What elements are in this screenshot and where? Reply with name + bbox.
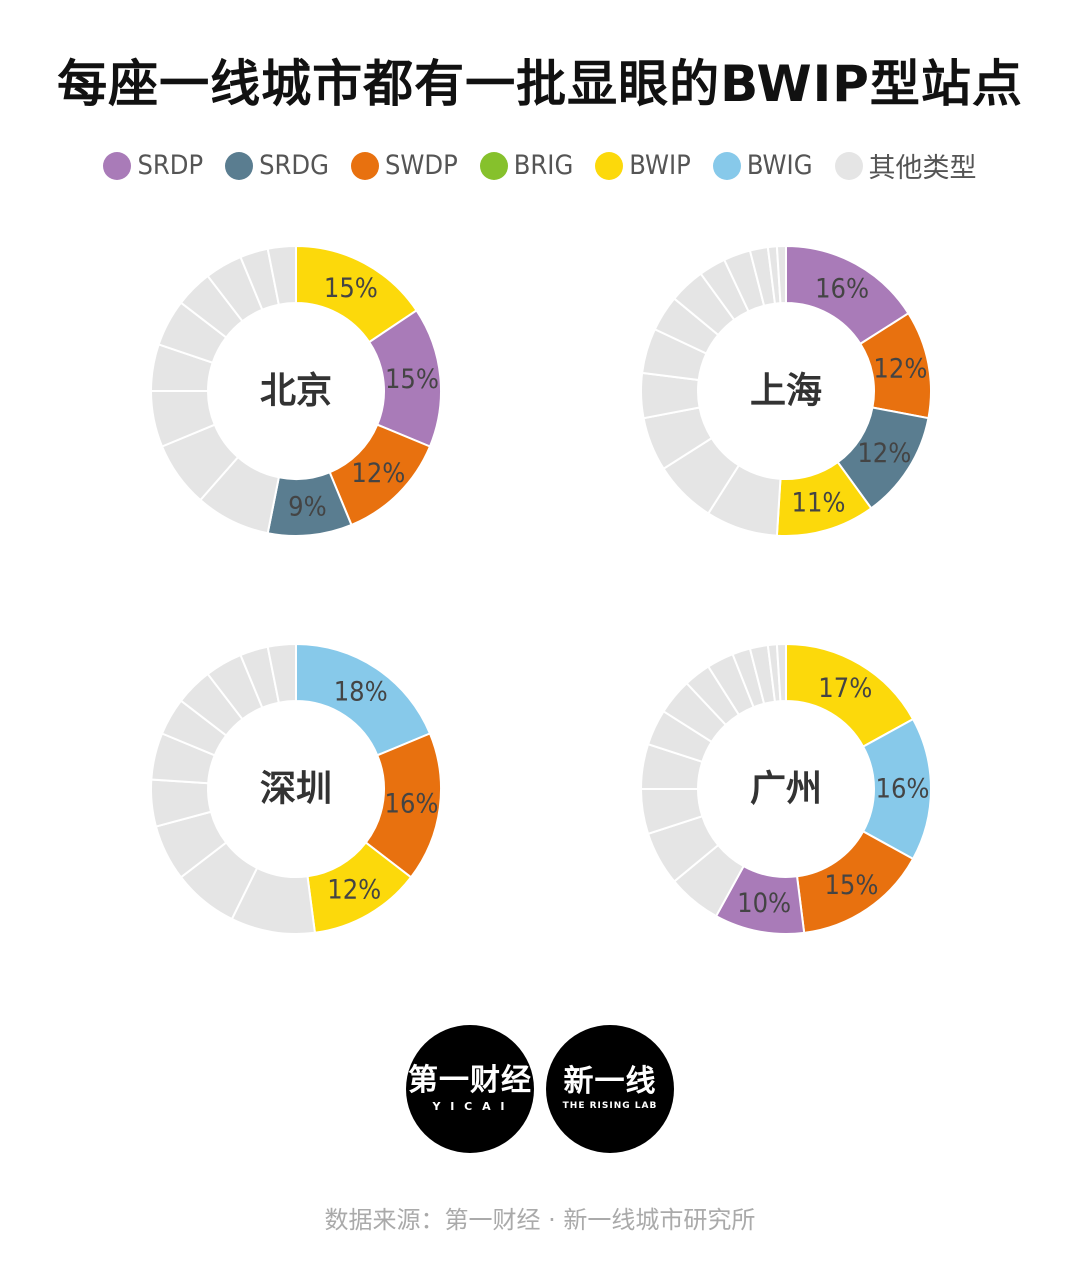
yicai-logo-subtext: Y I C A I <box>432 1099 508 1113</box>
yicai-logo: 第一财经 Y I C A I <box>406 1025 534 1153</box>
donut-slice <box>266 642 297 704</box>
city-label: 北京 <box>260 370 332 412</box>
slice-label: 12% <box>351 458 405 489</box>
legend-swatch <box>712 151 741 180</box>
risinglab-logo-subtext: THE RISING LAB <box>562 1101 658 1111</box>
legend-swatch <box>479 151 508 180</box>
city-label: 上海 <box>750 371 822 412</box>
slice-label: 17% <box>818 673 872 704</box>
risinglab-logo-text: 新一线 <box>563 1064 657 1099</box>
legend-item: BRIG <box>479 150 574 181</box>
legend-label: BRIG <box>513 150 574 181</box>
legend-swatch <box>103 151 132 180</box>
slice-label: 15% <box>324 273 378 304</box>
legend-item: SWDP <box>350 150 458 181</box>
slice-label: 12% <box>857 438 911 469</box>
slice-label: 15% <box>385 364 439 395</box>
slice-label: 12% <box>873 354 927 385</box>
slice-label: 18% <box>334 677 388 708</box>
yicai-logo-text: 第一财经 <box>408 1062 532 1098</box>
legend-item: BWIG <box>712 150 813 181</box>
legend: SRDP SRDG SWDP BRIG BWIP BWIG 其他类型 <box>0 146 1080 185</box>
legend-label: BWIP <box>629 150 691 181</box>
donut-slice <box>775 244 787 305</box>
legend-swatch <box>595 151 624 180</box>
legend-item: SRDP <box>103 150 203 181</box>
risinglab-logo: 新一线 THE RISING LAB <box>546 1025 674 1153</box>
legend-item: SRDG <box>225 150 329 181</box>
slice-label: 9% <box>288 491 327 522</box>
legend-item: BWIP <box>595 150 691 181</box>
chart-title: 每座一线城市都有一批显眼的BWIP型站点 <box>57 55 1023 113</box>
legend-item: 其他类型 <box>834 146 977 185</box>
slice-label: 10% <box>737 888 791 919</box>
slice-label: 16% <box>876 774 930 805</box>
legend-swatch <box>834 151 863 180</box>
donut-charts: 15% 15% 12% 9% 北京 16% 12% 12% 11% 上海 18% 16% 12% 深圳 17… <box>149 244 932 935</box>
legend-label: SRDG <box>259 150 329 181</box>
legend-swatch <box>225 151 254 180</box>
legend-label: BWIG <box>746 150 813 181</box>
legend-label: 其他类型 <box>868 153 977 184</box>
donut-slice <box>775 642 787 703</box>
slice-label: 11% <box>792 487 846 518</box>
slice-label: 16% <box>385 789 439 820</box>
city-label: 深圳 <box>260 769 332 810</box>
legend-swatch <box>350 151 379 180</box>
slice-label: 16% <box>815 273 869 304</box>
donut-slice <box>266 244 297 306</box>
slice-label: 12% <box>327 874 381 905</box>
city-label: 广州 <box>750 769 822 810</box>
legend-label: SWDP <box>384 150 458 181</box>
slice-label: 15% <box>824 870 878 901</box>
legend-label: SRDP <box>137 150 204 181</box>
data-source: 数据来源：第一财经 · 新一线城市研究所 <box>324 1206 756 1234</box>
